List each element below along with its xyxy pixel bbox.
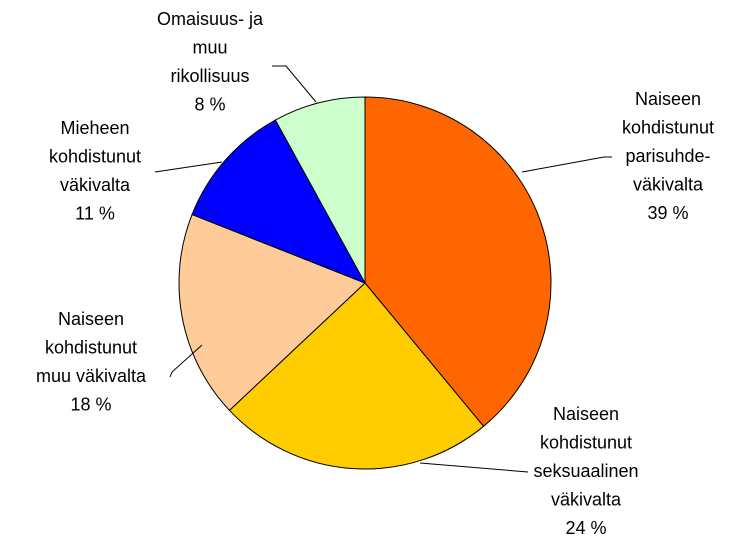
leader-line xyxy=(419,462,529,473)
pie-slice xyxy=(191,119,367,284)
slice-label: seksuaalinen xyxy=(533,461,638,481)
leader-line xyxy=(272,65,317,103)
slice-label: väkivalta xyxy=(60,175,131,195)
slice-label: Naiseen xyxy=(58,309,124,329)
pie-slice xyxy=(274,96,366,284)
pie-slice xyxy=(228,282,485,470)
slice-label: kohdistunut xyxy=(45,337,137,357)
slice-label: väkivalta xyxy=(633,174,704,194)
pie xyxy=(178,96,552,470)
slice-label: muu xyxy=(192,37,227,57)
slice-label: Mieheen xyxy=(60,118,129,138)
pie-slice xyxy=(178,213,366,412)
slice-label: Naiseen xyxy=(553,404,619,424)
pie-slice xyxy=(364,96,552,428)
slice-label: Naiseen xyxy=(635,89,701,109)
slice-label: rikollisuus xyxy=(170,66,249,86)
leader-line xyxy=(154,161,223,173)
slice-label: muu väkivalta xyxy=(36,366,147,386)
slice-label: väkivalta xyxy=(551,489,622,509)
slice-label: kohdistunut xyxy=(540,432,632,452)
slice-label: kohdistunut xyxy=(49,146,141,166)
value-label: 8 % xyxy=(194,94,225,114)
slice-label: Omaisuus- ja xyxy=(157,9,264,29)
value-label: 39 % xyxy=(647,203,688,223)
leader-lines xyxy=(154,65,612,473)
value-label: 18 % xyxy=(70,394,111,414)
slice-label: kohdistunut xyxy=(622,117,714,137)
slice-label: parisuhde- xyxy=(625,146,710,166)
leader-line xyxy=(521,156,612,173)
value-label: 24 % xyxy=(565,518,606,538)
value-label: 11 % xyxy=(75,203,115,223)
leader-line xyxy=(169,344,203,378)
